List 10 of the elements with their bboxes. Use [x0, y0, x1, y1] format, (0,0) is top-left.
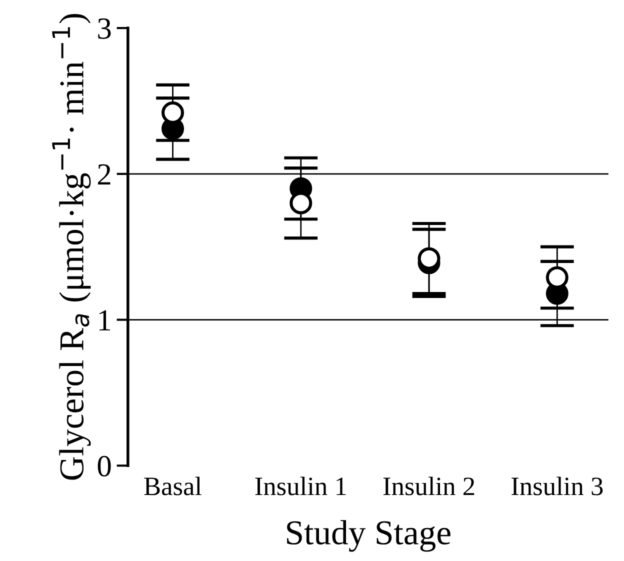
x-tick-label: Insulin 3 [512, 476, 603, 496]
x-axis-title: Study Stage [287, 520, 450, 552]
y-tick-label: 1 [99, 310, 110, 330]
x-tick-label: Basal [144, 476, 202, 496]
y-axis-title: Glycerol R$_{a}$ (μmol·kg$^{−1}$· min$^{−1}$) [52, 14, 91, 480]
x-tick-label: Insulin 1 [255, 476, 346, 496]
x-tick-label: Insulin 2 [383, 476, 474, 496]
y-tick-label: 2 [98, 164, 110, 185]
y-tick-label: 0 [98, 456, 111, 477]
y-tick-label: 3 [98, 18, 111, 39]
